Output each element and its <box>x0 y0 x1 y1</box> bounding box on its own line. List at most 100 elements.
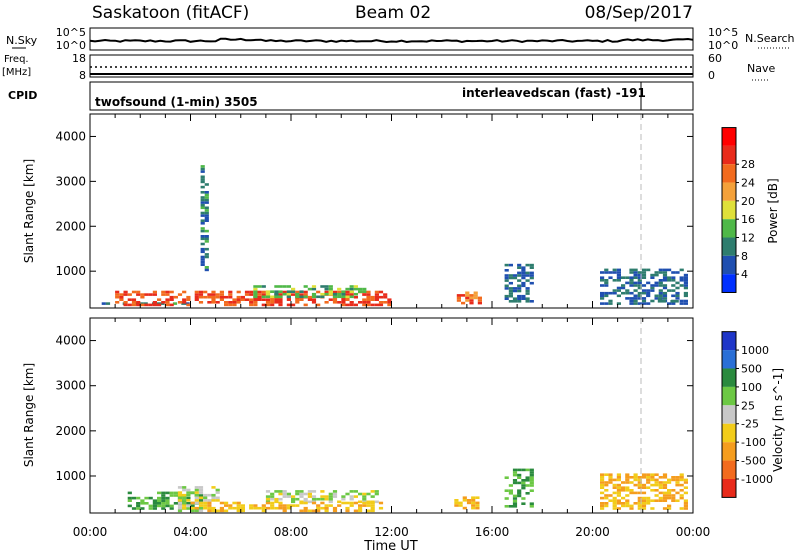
heatmap-cell <box>177 506 183 510</box>
heatmap-cell <box>621 502 626 505</box>
heatmap-cell <box>303 295 308 299</box>
heatmap-cell <box>650 499 655 502</box>
freq-left-tick-bottom: 8 <box>79 69 86 82</box>
heatmap-cell <box>349 285 354 288</box>
heatmap-cell <box>148 507 153 510</box>
heatmap-cell <box>462 499 467 502</box>
heatmap-cell <box>358 504 363 507</box>
heatmap-cell <box>311 292 317 296</box>
x-tick-label: 00:00 <box>676 525 711 539</box>
heatmap-cell <box>517 489 522 492</box>
heatmap-cell <box>471 506 476 510</box>
heatmap-cell <box>608 302 613 305</box>
noise-right-tick-bottom: 10^0 <box>708 39 738 52</box>
heatmap-cell <box>177 491 183 494</box>
colorbar-swatch <box>722 331 736 351</box>
heatmap-cell <box>629 299 634 303</box>
heatmap-cell <box>600 496 605 500</box>
heatmap-cell <box>286 506 291 510</box>
heatmap-cell <box>303 303 308 307</box>
heatmap-cell <box>650 489 655 492</box>
heatmap-cell <box>654 481 659 484</box>
heatmap-cell <box>204 229 209 233</box>
heatmap-cell <box>362 298 367 301</box>
heatmap-cell <box>320 506 325 510</box>
heatmap-cell <box>341 301 346 304</box>
heatmap-cell <box>353 287 358 291</box>
heatmap-cell <box>658 289 663 292</box>
heatmap-cell <box>148 504 153 508</box>
heatmap-cell <box>675 281 680 285</box>
heatmap-cell <box>316 290 321 294</box>
heatmap-cell <box>186 491 191 494</box>
heatmap-cell <box>136 496 141 500</box>
heatmap-cell <box>122 302 127 305</box>
heatmap-cell <box>366 298 371 301</box>
cpid-program-2: interleavedscan (fast) -191 <box>462 86 646 100</box>
heatmap-cell <box>274 292 279 296</box>
heatmap-cell <box>253 504 258 507</box>
heatmap-cell <box>675 499 680 502</box>
heatmap-cell <box>662 491 668 495</box>
heatmap-cell <box>200 203 205 207</box>
heatmap-cell <box>173 491 178 495</box>
heatmap-cell <box>265 295 271 299</box>
heatmap-cell <box>341 298 346 301</box>
heatmap-cell <box>236 506 241 510</box>
heatmap-cell <box>374 290 379 294</box>
heatmap-cell <box>370 504 375 507</box>
heatmap-cell <box>629 476 634 479</box>
heatmap-cell <box>224 509 229 513</box>
heatmap-cell <box>621 291 626 295</box>
heatmap-cell <box>274 290 279 293</box>
heatmap-cell <box>341 292 346 296</box>
heatmap-cell <box>521 468 526 472</box>
heatmap-cell <box>303 285 308 288</box>
heatmap-cell <box>295 290 300 294</box>
heatmap-cell <box>148 303 153 307</box>
heatmap-cell <box>349 301 354 304</box>
heatmap-cell <box>332 506 338 510</box>
heatmap-cell <box>679 494 684 497</box>
heatmap-cell <box>204 216 209 220</box>
power-heatmap-cells <box>101 165 688 307</box>
colorbar-swatch <box>722 182 736 201</box>
heatmap-cell <box>295 492 300 496</box>
colorbar-swatch <box>722 442 736 461</box>
heatmap-cell <box>641 483 647 487</box>
heatmap-cell <box>148 496 153 500</box>
heatmap-cell <box>517 266 522 269</box>
noise-left-label: N.Sky <box>6 34 38 47</box>
heatmap-cell <box>204 206 209 210</box>
heatmap-cell <box>139 302 144 305</box>
heatmap-cell <box>337 295 342 299</box>
heatmap-cell <box>198 486 204 489</box>
heatmap-cell <box>646 486 651 489</box>
heatmap-cell <box>525 289 530 293</box>
velocity-x-ticks: 00:00 04:00 08:00 12:00 16:00 20:00 00:00 <box>73 318 711 539</box>
heatmap-cell <box>517 468 522 472</box>
heatmap-cell <box>600 294 605 298</box>
heatmap-cell <box>600 284 605 287</box>
heatmap-cell <box>525 292 530 295</box>
heatmap-cell <box>521 484 526 487</box>
heatmap-cell <box>173 502 178 505</box>
heatmap-cell <box>274 285 279 288</box>
heatmap-cell <box>207 504 212 507</box>
noise-left-tick-bottom: 10^0 <box>56 39 86 52</box>
heatmap-cell <box>265 495 271 498</box>
y-tick-label: 4000 <box>55 334 86 348</box>
heatmap-cell <box>662 271 668 274</box>
heatmap-cell <box>345 492 350 496</box>
colorbar-swatch <box>722 423 736 443</box>
heatmap-cell <box>658 281 663 285</box>
heatmap-cell <box>249 293 254 296</box>
heatmap-cell <box>475 496 480 499</box>
heatmap-cell <box>211 506 216 510</box>
station-title: Saskatoon (fitACF) <box>92 3 249 23</box>
heatmap-cell <box>458 501 463 505</box>
heatmap-cell <box>203 504 208 507</box>
heatmap-cell <box>641 268 647 272</box>
heatmap-cell <box>654 271 659 274</box>
heatmap-cell <box>512 287 518 290</box>
